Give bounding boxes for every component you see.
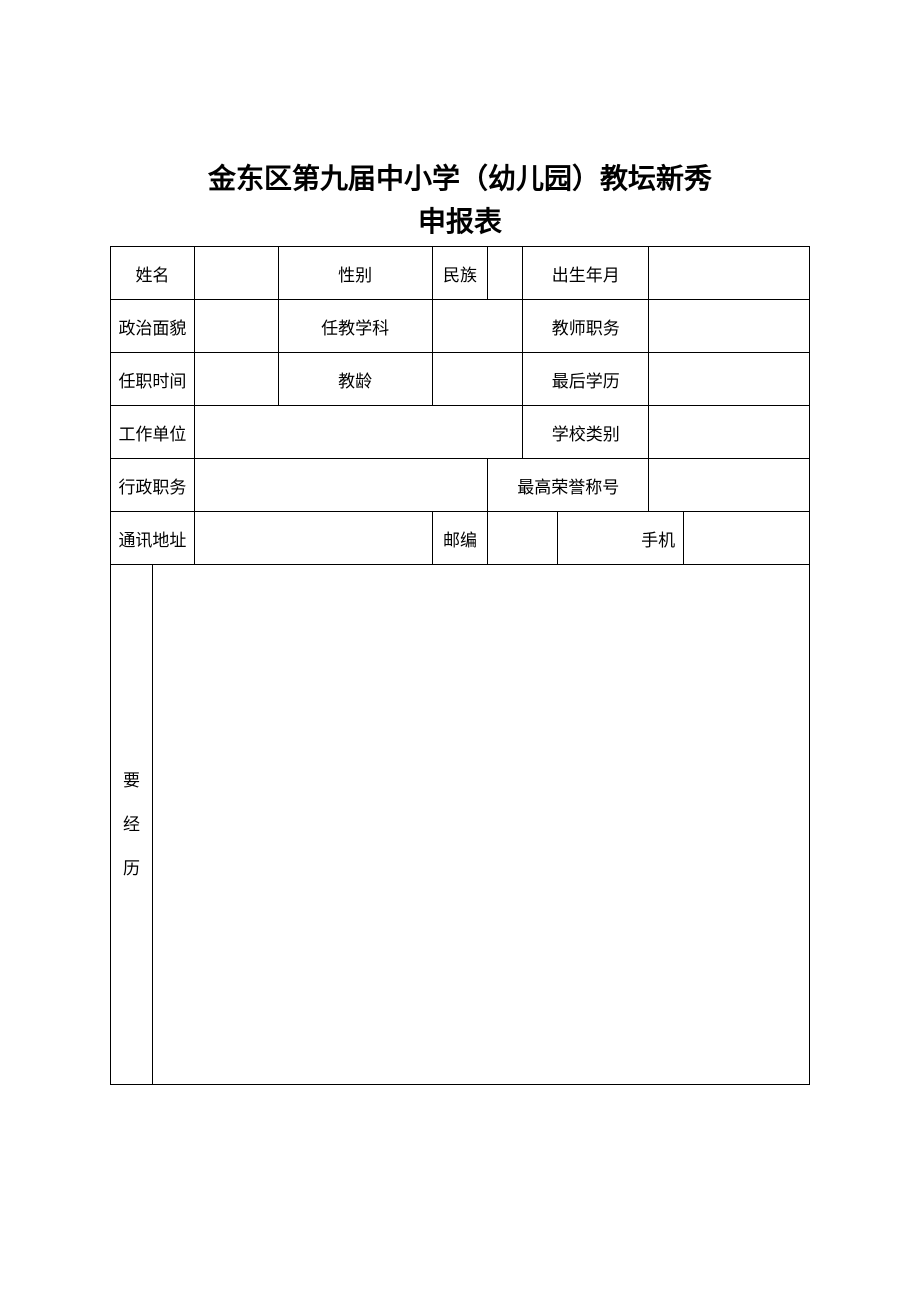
experience-char-1: 要 [111,759,152,803]
label-main-experience: 要 经 历 [111,565,153,1085]
value-teaching-years[interactable] [432,353,523,406]
value-tenure-time[interactable] [194,353,278,406]
label-work-unit: 工作单位 [111,406,195,459]
value-highest-honor[interactable] [649,459,810,512]
row-6: 通讯地址 邮编 手机 [111,512,810,565]
value-ethnicity[interactable] [488,247,523,300]
label-postcode: 邮编 [432,512,488,565]
row-1: 姓名 性别 民族 出生年月 [111,247,810,300]
label-name: 姓名 [111,247,195,300]
value-teacher-post[interactable] [649,300,810,353]
label-ethnicity: 民族 [432,247,488,300]
label-birth: 出生年月 [523,247,649,300]
application-form-table: 姓名 性别 民族 出生年月 政治面貌 任教学科 教师职务 任职时间 教龄 最后学… [110,246,810,1085]
label-admin-post: 行政职务 [111,459,195,512]
label-highest-honor: 最高荣誉称号 [488,459,649,512]
value-postcode[interactable] [488,512,558,565]
experience-char-3: 历 [111,847,152,891]
value-work-unit[interactable] [194,406,522,459]
label-tenure-time: 任职时间 [111,353,195,406]
value-birth[interactable] [649,247,810,300]
label-mobile: 手机 [558,512,684,565]
value-address[interactable] [194,512,432,565]
row-4: 工作单位 学校类别 [111,406,810,459]
label-teaching-years: 教龄 [278,353,432,406]
label-political: 政治面貌 [111,300,195,353]
label-gender: 性别 [278,247,432,300]
label-subject: 任教学科 [278,300,432,353]
value-mobile[interactable] [684,512,810,565]
value-name[interactable] [194,247,278,300]
row-7: 要 经 历 [111,565,810,1085]
value-subject[interactable] [432,300,523,353]
value-main-experience[interactable] [152,565,809,1085]
form-title-line1: 金东区第九届中小学（幼儿园）教坛新秀 [110,160,810,199]
value-school-type[interactable] [649,406,810,459]
row-2: 政治面貌 任教学科 教师职务 [111,300,810,353]
value-admin-post[interactable] [194,459,488,512]
value-last-education[interactable] [649,353,810,406]
label-last-education: 最后学历 [523,353,649,406]
form-title-line2: 申报表 [110,203,810,242]
value-political[interactable] [194,300,278,353]
row-5: 行政职务 最高荣誉称号 [111,459,810,512]
label-teacher-post: 教师职务 [523,300,649,353]
row-3: 任职时间 教龄 最后学历 [111,353,810,406]
label-school-type: 学校类别 [523,406,649,459]
experience-char-2: 经 [111,803,152,847]
label-address: 通讯地址 [111,512,195,565]
